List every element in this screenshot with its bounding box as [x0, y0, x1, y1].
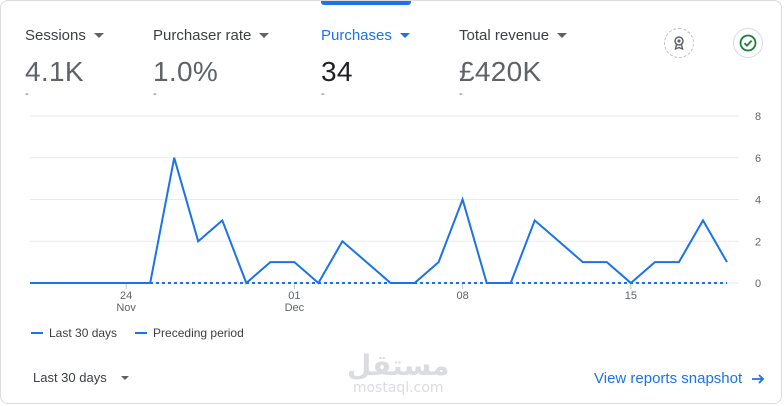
x-tick-label: 01 [288, 290, 300, 302]
dropdown-caret-icon [557, 33, 568, 38]
y-tick-label: 0 [755, 278, 761, 290]
date-range-dropdown[interactable]: Last 30 days [33, 370, 129, 385]
metric-change-purchases: - [321, 88, 325, 100]
watermark-latin: mostaql.com [352, 380, 444, 396]
metric-sessions[interactable]: Sessions 4.1K - [25, 27, 104, 100]
watermark: مستقل mostaql.com [347, 349, 450, 396]
x-tick-label: 08 [456, 290, 468, 302]
x-tick-label: 15 [625, 290, 637, 302]
dropdown-caret-icon [93, 33, 104, 38]
metric-label-sessions[interactable]: Sessions [25, 27, 104, 44]
watermark-arabic: مستقل [347, 349, 450, 382]
metric-value-sessions: 4.1K [25, 56, 84, 87]
metric-change-total-revenue: - [459, 88, 463, 100]
arrow-right-icon [752, 373, 765, 384]
y-tick-label: 2 [755, 236, 761, 248]
metric-value-purchaser-rate: 1.0% [153, 56, 219, 87]
legend-item-current: Last 30 days [31, 326, 117, 340]
metric-label-purchaser-rate[interactable]: Purchaser rate [153, 27, 270, 44]
metric-change-sessions: - [25, 88, 29, 100]
check-circle-icon[interactable] [733, 28, 763, 58]
metric-purchaser-rate[interactable]: Purchaser rate 1.0% - [153, 27, 270, 100]
date-range-label: Last 30 days [33, 370, 107, 385]
metric-label-total-revenue[interactable]: Total revenue [459, 27, 568, 44]
award-ribbon-icon[interactable] [664, 28, 694, 58]
y-tick-label: 4 [755, 195, 761, 207]
metric-value-purchases: 34 [321, 56, 353, 87]
metric-total-revenue[interactable]: Total revenue £420K - [459, 27, 568, 100]
x-tick-month-label: Nov [116, 302, 136, 314]
metric-change-purchaser-rate: - [153, 88, 157, 100]
dropdown-caret-icon [120, 375, 129, 380]
y-tick-label: 6 [755, 153, 761, 165]
legend-item-previous: Preceding period [135, 326, 244, 340]
chart-legend: Last 30 days Preceding period [31, 326, 262, 340]
y-tick-label: 8 [755, 111, 761, 123]
view-reports-snapshot-link[interactable]: View reports snapshot [594, 370, 766, 387]
metric-label-purchases[interactable]: Purchases [321, 27, 410, 44]
legend-dashed-line-icon [135, 332, 148, 334]
legend-solid-line-icon [31, 332, 43, 334]
dropdown-caret-icon [259, 33, 270, 38]
dropdown-caret-icon [399, 33, 410, 38]
metric-value-total-revenue: £420K [459, 56, 542, 87]
active-tab-indicator [321, 1, 411, 5]
x-tick-label: 24 [120, 290, 132, 302]
series-line-last-30-days [30, 157, 728, 285]
x-tick-month-label: Dec [285, 302, 305, 314]
metric-purchases[interactable]: Purchases 34 - [321, 27, 410, 100]
